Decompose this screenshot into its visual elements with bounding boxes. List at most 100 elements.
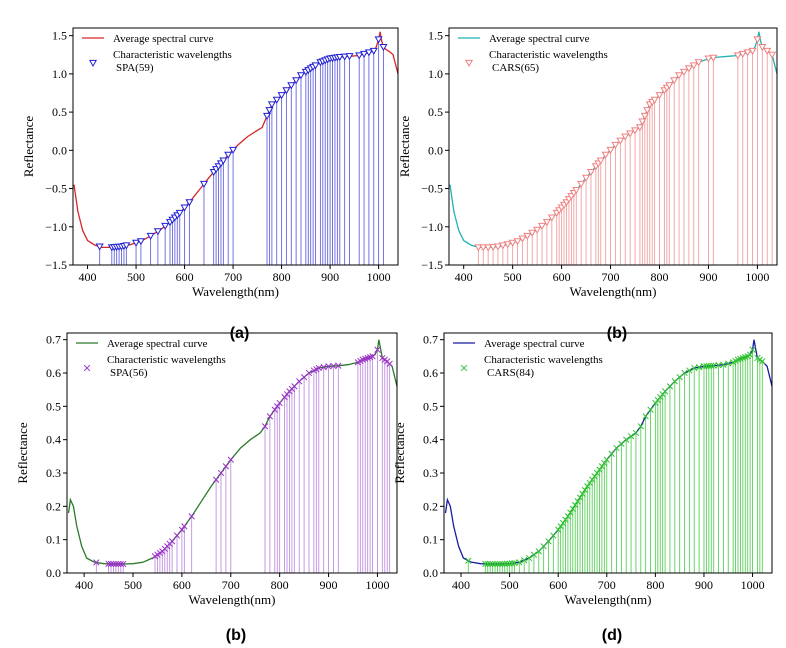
characteristic-wavelength-marker (603, 456, 610, 463)
characteristic-wavelength-marker (117, 560, 124, 568)
characteristic-wavelength-marker (670, 77, 679, 85)
characteristic-wavelength-marker (623, 436, 630, 443)
characteristic-wavelength-marker (93, 559, 100, 566)
characteristic-wavelength-marker (479, 244, 488, 252)
characteristic-wavelength-marker (601, 151, 610, 159)
axes-frame (66, 332, 398, 574)
characteristic-wavelength-marker (746, 351, 754, 358)
characteristic-wavelength-marker (577, 180, 586, 188)
characteristic-wavelength-marker (574, 498, 581, 505)
characteristic-wavelength-marker (504, 560, 511, 567)
characteristic-wavelength-marker (523, 232, 532, 240)
characteristic-wavelength-marker (335, 362, 342, 369)
characteristic-wavelength-marker (474, 244, 483, 252)
y-tick-label: −0.5 (421, 182, 443, 196)
y-tick-label: 0.7 (423, 333, 438, 347)
x-tick-label: 1000 (367, 270, 391, 284)
characteristic-wavelength-marker (550, 532, 557, 539)
characteristic-wavelength-marker (518, 235, 527, 243)
x-tick-label: 900 (321, 270, 339, 284)
characteristic-wavelength-marker (330, 362, 337, 370)
characteristic-wavelength-marker (493, 243, 503, 251)
y-tick-label: 0.5 (46, 399, 61, 413)
y-tick-label: 0.7 (46, 333, 61, 347)
characteristic-wavelength-marker (691, 364, 698, 372)
characteristic-wavelength-marker (666, 383, 674, 390)
characteristic-wavelength-marker (181, 523, 188, 530)
x-tick-label: 800 (646, 578, 664, 592)
characteristic-wavelength-marker (386, 360, 393, 367)
characteristic-wavelength-marker (489, 560, 496, 568)
legend-marker-swatch (88, 59, 98, 68)
characteristic-wavelength-marker (635, 124, 644, 132)
characteristic-wavelength-marker (675, 72, 684, 80)
legend-marker-label: Characteristic wavelengths (107, 354, 226, 366)
characteristic-wavelength-marker (569, 505, 576, 512)
chart-d: 400 500 600 700 800 900 1000 0.0 0.1 0.2 0.3 0.4 0.5… (392, 332, 773, 644)
characteristic-wavelength-marker (516, 559, 523, 566)
characteristic-wavelength-marker (494, 560, 501, 568)
characteristic-wavelength-marker (589, 476, 596, 483)
chart-a: 400 500 600 700 800 900 1000 −1.5 −1.0 −0.5 0.0 0.5… (21, 27, 399, 342)
y-tick-label: 1.0 (52, 67, 67, 81)
y-tick-label: −0.5 (45, 182, 67, 196)
characteristic-wavelength-marker (748, 47, 757, 55)
characteristic-wavelength-marker (105, 560, 112, 567)
x-tick-label: 400 (75, 578, 93, 592)
characteristic-wavelength-marker (175, 209, 184, 218)
characteristic-wavelength-marker (642, 413, 649, 420)
y-tick-label: 0.3 (46, 466, 61, 480)
y-tick-label: 0.2 (423, 499, 438, 513)
characteristic-wavelength-marker (229, 146, 238, 154)
x-tick-label: 500 (501, 578, 519, 592)
characteristic-wavelength-marker (325, 363, 332, 370)
x-axis-label: Wavelength(nm) (188, 592, 275, 607)
y-tick-label: 0.4 (423, 433, 438, 447)
characteristic-wavelength-marker (647, 406, 654, 413)
legend-marker-count: CARS(84) (487, 367, 534, 379)
x-tick-label: 500 (127, 270, 145, 284)
x-tick-label: 1000 (745, 270, 769, 284)
characteristic-wavelength-marker (709, 54, 718, 62)
y-tick-label: 0.1 (423, 533, 438, 547)
x-tick-label: 400 (455, 270, 473, 284)
characteristic-wavelength-marker (540, 543, 547, 550)
characteristic-wavelength-marker (178, 526, 186, 533)
characteristic-wavelength-marker (501, 560, 508, 567)
x-axis-label: Wavelength(nm) (564, 592, 651, 607)
characteristic-wavelength-marker (262, 112, 272, 120)
characteristic-wavelength-marker (276, 399, 283, 407)
characteristic-wavelength-marker (484, 244, 493, 252)
legend-line-label: Average spectral curve (489, 33, 590, 45)
characteristic-wavelength-marker (212, 476, 220, 483)
characteristic-wavelength-marker (725, 360, 732, 367)
characteristic-wavelength-marker (705, 362, 712, 370)
y-tick-label: −1.0 (45, 220, 67, 234)
characteristic-wavelength-marker (224, 151, 233, 159)
x-tick-label: 700 (598, 578, 616, 592)
characteristic-wavelength-marker (110, 560, 117, 568)
x-tick-label: 500 (504, 270, 522, 284)
x-tick-label: 700 (224, 270, 242, 284)
characteristic-wavelength-marker (311, 62, 320, 70)
characteristic-wavelength-marker (530, 551, 538, 558)
x-tick-label: 700 (602, 270, 620, 284)
characteristic-wavelength-marker (759, 358, 766, 365)
y-axis-label: Reflectance (15, 422, 30, 484)
characteristic-wavelength-marker (596, 466, 603, 473)
y-tick-label: −1.0 (421, 220, 443, 234)
y-axis-label: Reflectance (392, 422, 407, 484)
chart-c: 400 500 600 700 800 900 1000 0.0 0.1 0.2 0.3 0.4 0.5… (15, 332, 398, 644)
characteristic-wavelength-marker (632, 429, 640, 437)
characteristic-wavelength-marker (136, 238, 145, 246)
x-tick-label: 800 (651, 270, 669, 284)
characteristic-wavelength-marker (695, 364, 703, 371)
x-axis-label: Wavelength(nm) (569, 284, 656, 299)
characteristic-wavelength-marker (598, 463, 606, 470)
characteristic-wavelength-marker (292, 77, 301, 85)
characteristic-wavelength-marker (277, 92, 286, 100)
characteristic-wavelength-marker (219, 157, 228, 165)
x-tick-label: 900 (320, 578, 338, 592)
characteristic-wavelength-marker (555, 526, 562, 533)
characteristic-wavelength-marker (627, 433, 635, 440)
